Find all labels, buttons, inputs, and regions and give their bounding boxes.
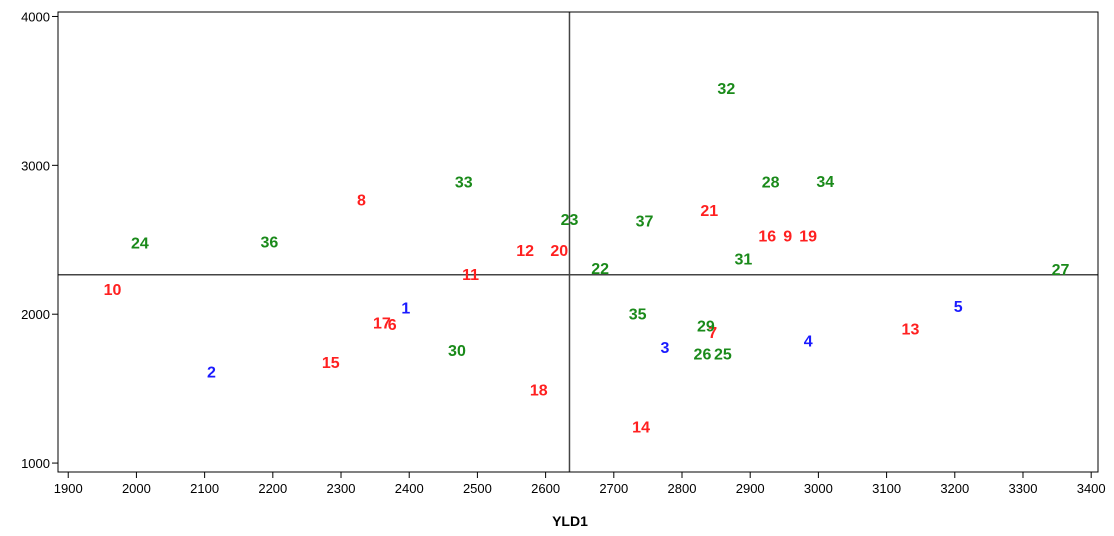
- point-label-36: 36: [261, 234, 279, 251]
- x-tick-label: 2900: [736, 481, 765, 496]
- point-label-11: 11: [462, 267, 479, 284]
- point-label-26: 26: [694, 347, 712, 364]
- point-label-3: 3: [660, 340, 669, 357]
- x-tick-label: 3300: [1009, 481, 1038, 496]
- point-label-8: 8: [357, 193, 366, 210]
- point-label-30: 30: [448, 343, 466, 360]
- x-tick-label: 3400: [1077, 481, 1106, 496]
- point-label-15: 15: [322, 355, 340, 372]
- point-label-20: 20: [550, 243, 568, 260]
- point-label-7: 7: [708, 325, 717, 342]
- y-tick-label: 1000: [21, 456, 50, 471]
- x-tick-label: 2800: [668, 481, 697, 496]
- point-label-6: 6: [388, 317, 397, 334]
- x-tick-label: 2300: [327, 481, 356, 496]
- x-axis: 1900 2000 2100 2200 2300 2400 2500 2600 2700 2800…: [54, 472, 1106, 496]
- point-label-28: 28: [762, 175, 780, 192]
- y-tick-label: 4000: [21, 9, 50, 24]
- point-label-1: 1: [401, 301, 410, 318]
- point-label-5: 5: [954, 299, 963, 316]
- point-label-32: 32: [717, 81, 735, 98]
- y-tick-label: 2000: [21, 307, 50, 322]
- x-tick-label: 1900: [54, 481, 83, 496]
- x-tick-label: 2600: [531, 481, 560, 496]
- point-label-19: 19: [799, 228, 817, 245]
- point-label-17: 17: [373, 315, 391, 332]
- point-label-10: 10: [104, 282, 122, 299]
- point-label-4: 4: [804, 333, 813, 350]
- plot-frame: [57, 11, 1099, 473]
- x-tick-label: 2500: [463, 481, 492, 496]
- x-tick-label: 3200: [940, 481, 969, 496]
- x-tick-label: 2400: [395, 481, 424, 496]
- point-label-35: 35: [629, 306, 647, 323]
- point-label-29: 29: [697, 318, 715, 335]
- point-label-23: 23: [561, 212, 579, 229]
- point-label-24: 24: [131, 236, 149, 253]
- point-label-12: 12: [516, 243, 534, 260]
- x-tick-label: 2100: [190, 481, 219, 496]
- point-label-25: 25: [714, 347, 732, 364]
- point-label-37: 37: [636, 213, 654, 230]
- data-points: 123 456 7891011121314151617181920212223242…: [104, 81, 1070, 437]
- point-label-34: 34: [816, 174, 834, 191]
- point-label-21: 21: [700, 203, 718, 220]
- y-tick-label: 3000: [21, 158, 50, 173]
- point-label-2: 2: [207, 365, 216, 382]
- x-tick-label: 2700: [599, 481, 628, 496]
- point-label-16: 16: [758, 228, 776, 245]
- y-axis: 1000 2000 3000 4000: [21, 9, 58, 471]
- x-tick-label: 3100: [872, 481, 901, 496]
- point-label-13: 13: [902, 321, 920, 338]
- point-label-31: 31: [734, 251, 752, 268]
- point-label-14: 14: [632, 420, 650, 437]
- x-tick-label: 3000: [804, 481, 833, 496]
- reference-lines: [58, 12, 1098, 472]
- point-label-18: 18: [530, 382, 548, 399]
- x-tick-label: 2200: [258, 481, 287, 496]
- point-label-27: 27: [1052, 262, 1070, 279]
- point-label-33: 33: [455, 175, 473, 192]
- point-label-22: 22: [591, 261, 609, 278]
- x-axis-label: YLD1: [552, 513, 588, 529]
- x-tick-label: 2000: [122, 481, 151, 496]
- point-label-9: 9: [783, 228, 792, 245]
